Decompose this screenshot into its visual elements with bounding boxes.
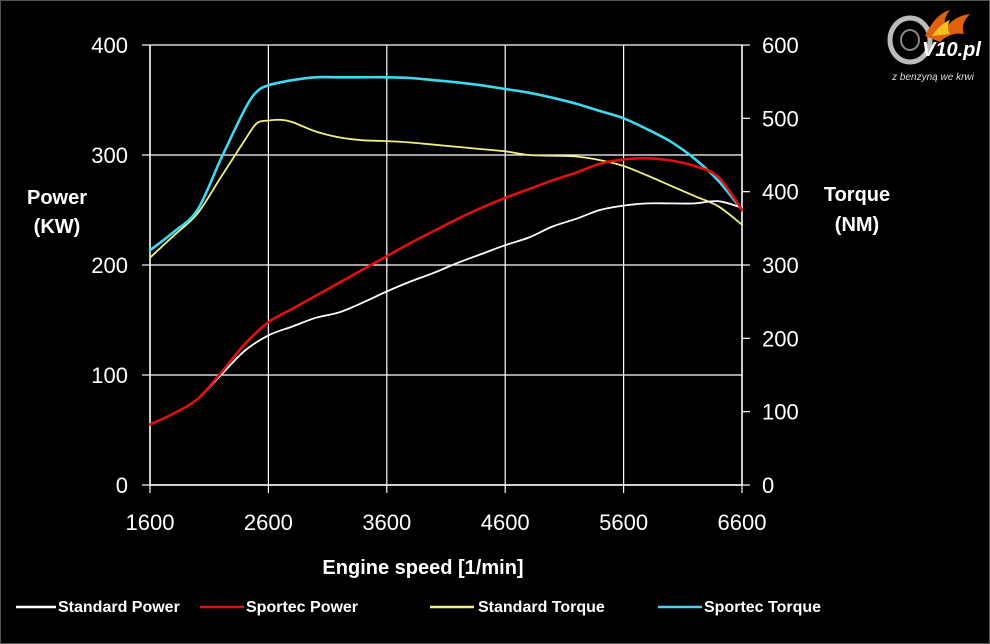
- x-tick-label: 3600: [362, 510, 411, 535]
- y-right-tick-label: 200: [762, 326, 799, 351]
- y-left-tick-label: 200: [91, 253, 128, 278]
- logo-tagline: z benzyną we krwi: [892, 72, 974, 83]
- y-right-tick-label: 500: [762, 106, 799, 131]
- y-right-tick-label: 400: [762, 180, 799, 205]
- legend-label: Sportec Power: [246, 599, 358, 616]
- grid-lines: [149, 44, 743, 486]
- legend-label: Standard Power: [58, 599, 180, 616]
- y-right-title-line1: Torque: [824, 184, 890, 206]
- x-tick-label: 4600: [481, 510, 530, 535]
- series-line-sportec-torque: [148, 75, 744, 252]
- legend-label: Sportec Torque: [704, 599, 821, 616]
- y-right-tick-label: 600: [762, 33, 799, 58]
- y-right-title-line2: (NM): [835, 214, 879, 236]
- y-right-tick-label: 300: [762, 253, 799, 278]
- tick-labels: 1600 2600 3600 4600 5600 6600 0 100 200 300 400 0 10…: [91, 33, 798, 535]
- series-line-standard-torque: [149, 118, 743, 259]
- legend: Standard Power Sportec Power Standard Torq…: [16, 599, 821, 616]
- axes: [142, 44, 750, 493]
- v10-logo: V10.pl: [887, 10, 981, 65]
- logo-brand: V10.pl: [922, 39, 981, 61]
- x-tick-label: 1600: [126, 510, 175, 535]
- y-left-title-line1: Power: [27, 187, 87, 209]
- x-tick-label: 6600: [718, 510, 767, 535]
- legend-label: Standard Torque: [478, 599, 605, 616]
- y-left-title-line2: (KW): [34, 216, 81, 238]
- x-tick-label: 5600: [599, 510, 648, 535]
- y-left-tick-label: 100: [91, 363, 128, 388]
- y-left-tick-label: 400: [91, 33, 128, 58]
- series-layer: [148, 75, 744, 426]
- x-axis-title: Engine speed [1/min]: [322, 557, 523, 579]
- series-line-sportec-power: [148, 156, 744, 426]
- y-left-tick-label: 300: [91, 143, 128, 168]
- x-tick-label: 2600: [244, 510, 293, 535]
- y-right-tick-label: 100: [762, 400, 799, 425]
- y-right-tick-label: 0: [762, 473, 774, 498]
- series-line-standard-power: [149, 200, 743, 426]
- y-left-tick-label: 0: [116, 473, 128, 498]
